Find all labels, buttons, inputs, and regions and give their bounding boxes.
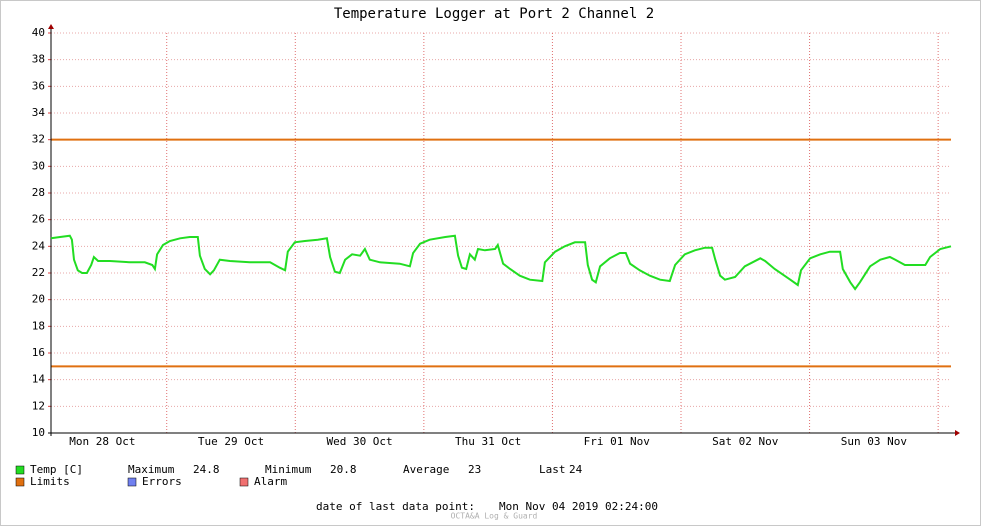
y-tick-label: 36	[32, 79, 45, 92]
axis-arrow	[48, 24, 54, 29]
legend-label: Temp [C]	[30, 463, 83, 476]
y-tick-label: 28	[32, 186, 45, 199]
y-tick-label: 34	[32, 106, 46, 119]
x-tick-label: Mon 28 Oct	[69, 435, 135, 448]
legend-swatch	[239, 477, 249, 487]
y-tick-label: 38	[32, 53, 45, 66]
footer-label: date of last data point:	[316, 500, 475, 513]
legend-swatch	[15, 477, 25, 487]
watermark: OCTA&A Log & Guard	[451, 512, 538, 521]
legend-label: Alarm	[254, 475, 287, 488]
stat-value: 20.8	[330, 463, 357, 476]
y-tick-label: 26	[32, 213, 45, 226]
legend-label: Errors	[142, 475, 182, 488]
x-tick-label: Wed 30 Oct	[326, 435, 392, 448]
legend-label: Limits	[30, 475, 70, 488]
y-tick-label: 10	[32, 426, 45, 439]
chart-title: Temperature Logger at Port 2 Channel 2	[334, 6, 654, 22]
stat-label: Maximum	[128, 463, 175, 476]
series-line	[50, 234, 952, 291]
stat-value: 24.8	[193, 463, 220, 476]
x-tick-label: Sun 03 Nov	[841, 435, 908, 448]
y-tick-label: 20	[32, 293, 45, 306]
stat-label: Average	[403, 463, 449, 476]
y-tick-label: 32	[32, 133, 45, 146]
y-tick-label: 40	[32, 26, 45, 39]
legend-swatch	[127, 477, 137, 487]
footer-value: Mon Nov 04 2019 02:24:00	[499, 500, 658, 513]
y-tick-label: 14	[32, 373, 46, 386]
stat-value: 23	[468, 463, 481, 476]
y-tick-label: 30	[32, 159, 45, 172]
y-tick-label: 18	[32, 319, 45, 332]
axis-arrow	[955, 430, 960, 436]
x-tick-label: Thu 31 Oct	[455, 435, 521, 448]
y-tick-label: 24	[32, 239, 46, 252]
y-tick-label: 12	[32, 399, 45, 412]
x-tick-label: Fri 01 Nov	[584, 435, 651, 448]
stat-label: Minimum	[265, 463, 312, 476]
stat-value: 24	[569, 463, 583, 476]
y-tick-label: 16	[32, 346, 45, 359]
x-tick-label: Tue 29 Oct	[198, 435, 264, 448]
legend-swatch	[15, 465, 25, 475]
stat-label: Last	[539, 463, 566, 476]
x-tick-label: Sat 02 Nov	[712, 435, 779, 448]
y-tick-label: 22	[32, 266, 45, 279]
